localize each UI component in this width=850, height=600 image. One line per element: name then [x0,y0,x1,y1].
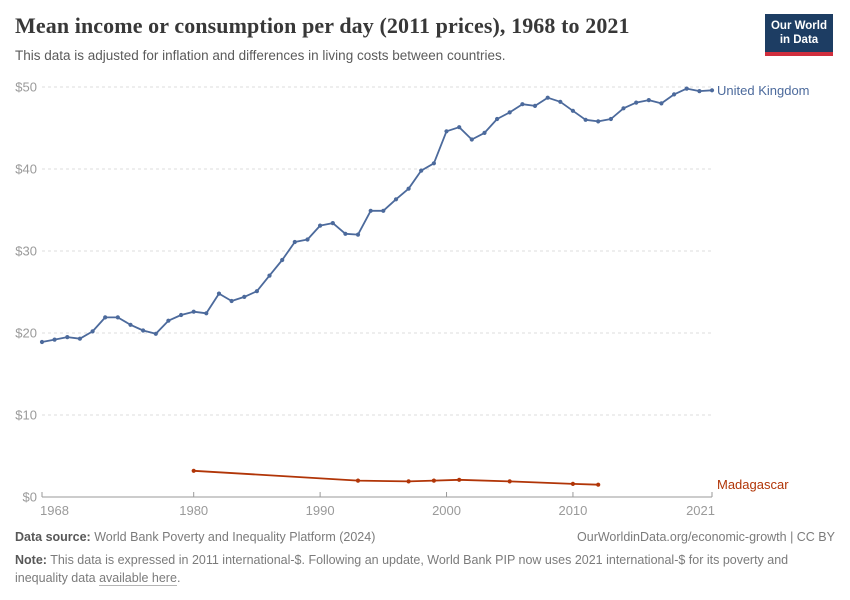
united-kingdom-data-point [684,86,689,91]
united-kingdom-data-point [406,186,411,191]
united-kingdom-data-point [381,208,386,213]
note-suffix: . [176,570,181,585]
united-kingdom-data-point [393,197,399,202]
united-kingdom-data-point [115,315,120,320]
united-kingdom-data-point [191,309,196,314]
chart-area: $0 $10 $20 $30 $40 $50 1968 1980 1990 2000 2010 202… [0,75,850,530]
united-kingdom-data-point [469,137,474,142]
note-label: Note: [15,552,47,567]
united-kingdom-data-point [368,208,373,213]
data-source-line: Data source: World Bank Poverty and Ineq… [15,529,375,547]
united-kingdom-data-point [646,98,651,103]
madagascar-data-point [457,477,462,482]
united-kingdom-data-point [280,257,285,263]
united-kingdom-data-point [570,108,576,113]
x-axis-label: 1968 [40,503,69,518]
x-axis-label: 1990 [306,503,335,518]
united-kingdom-data-point [558,99,563,104]
madagascar-line [193,469,599,486]
note-line: Note: This data is expressed in 2011 int… [15,552,835,588]
owid-logo-line1: Our World [770,20,827,32]
united-kingdom-data-point [659,101,664,106]
x-axis-label: 1980 [179,503,208,518]
united-kingdom-data-point [103,315,108,320]
united-kingdom-data-point [507,110,512,115]
madagascar-data-point [507,479,512,484]
chart-footer: Data source: World Bank Poverty and Ineq… [15,529,835,587]
owid-logo: Our World in Data [765,14,833,56]
data-source-text: World Bank Poverty and Inequality Platfo… [94,530,376,544]
united-kingdom-data-point [141,328,146,333]
united-kingdom-data-point [65,335,70,340]
madagascar-data-point [431,478,436,483]
united-kingdom-data-point [254,289,259,294]
note-text: This data is expressed in 2011 internati… [15,552,789,585]
chart-subtitle: This data is adjusted for inflation and … [15,47,506,63]
united-kingdom-data-point [419,168,424,173]
united-kingdom-data-point [77,336,82,341]
y-axis-label: $10 [15,408,37,423]
madagascar-data-point [191,468,196,473]
y-axis-label: $50 [15,80,37,95]
x-axis-label: 2010 [558,503,587,518]
united-kingdom-data-point [532,103,538,108]
y-axis-label: $20 [15,326,37,341]
united-kingdom-line [41,87,713,343]
united-kingdom-data-point [242,294,247,299]
united-kingdom-data-point [672,92,677,97]
series-label-united-kingdom: United Kingdom [717,83,810,98]
united-kingdom-data-point [216,291,222,296]
united-kingdom-data-point [153,331,158,336]
united-kingdom-data-point [330,221,335,226]
united-kingdom-data-point [444,129,449,134]
united-kingdom-data-point [343,231,348,236]
united-kingdom-data-point [495,116,500,122]
y-axis-label: $0 [23,490,37,505]
united-kingdom-data-point [634,100,639,105]
chart-header: Mean income or consumption per day (2011… [15,12,760,64]
data-source-label: Data source: [15,530,91,544]
x-axis-label: 2000 [432,503,461,518]
y-axis-label: $40 [15,162,37,177]
united-kingdom-data-point [166,318,171,323]
madagascar-data-point [596,482,601,487]
united-kingdom-data-point [318,223,323,228]
madagascar-data-point [355,478,361,483]
chart-title: Mean income or consumption per day (2011… [15,13,630,38]
available-here-link[interactable]: available here [99,570,177,586]
united-kingdom-data-point [457,125,462,130]
attribution-text: OurWorldinData.org/economic-growth | CC … [577,530,835,544]
series-label-madagascar: Madagascar [717,477,789,492]
united-kingdom-data-point [431,161,436,166]
united-kingdom-data-point [596,119,601,124]
united-kingdom-data-point [128,322,133,327]
united-kingdom-data-point [90,329,95,334]
united-kingdom-data-point [482,130,487,135]
y-axis-label: $30 [15,244,37,259]
united-kingdom-data-point [709,88,715,93]
madagascar-data-point [570,481,576,486]
united-kingdom-data-point [545,95,550,100]
united-kingdom-data-point [355,232,361,237]
united-kingdom-data-point [267,273,272,278]
x-axis-label: 2021 [686,503,715,518]
owid-logo-line2: in Data [779,33,819,46]
united-kingdom-data-point [305,237,310,242]
chart-svg: $0 $10 $20 $30 $40 $50 1968 1980 1990 2000 2010 202… [15,80,810,519]
united-kingdom-data-point [520,102,525,107]
united-kingdom-data-point [229,298,234,304]
united-kingdom-data-point [52,337,57,342]
united-kingdom-data-point [39,339,45,345]
united-kingdom-data-point [608,116,614,122]
united-kingdom-data-point [621,106,626,111]
united-kingdom-data-point [583,117,588,122]
united-kingdom-data-point [697,89,702,94]
united-kingdom-data-point [204,311,209,316]
united-kingdom-data-point [292,239,297,245]
united-kingdom-data-point [179,312,184,318]
madagascar-data-point [406,479,411,484]
